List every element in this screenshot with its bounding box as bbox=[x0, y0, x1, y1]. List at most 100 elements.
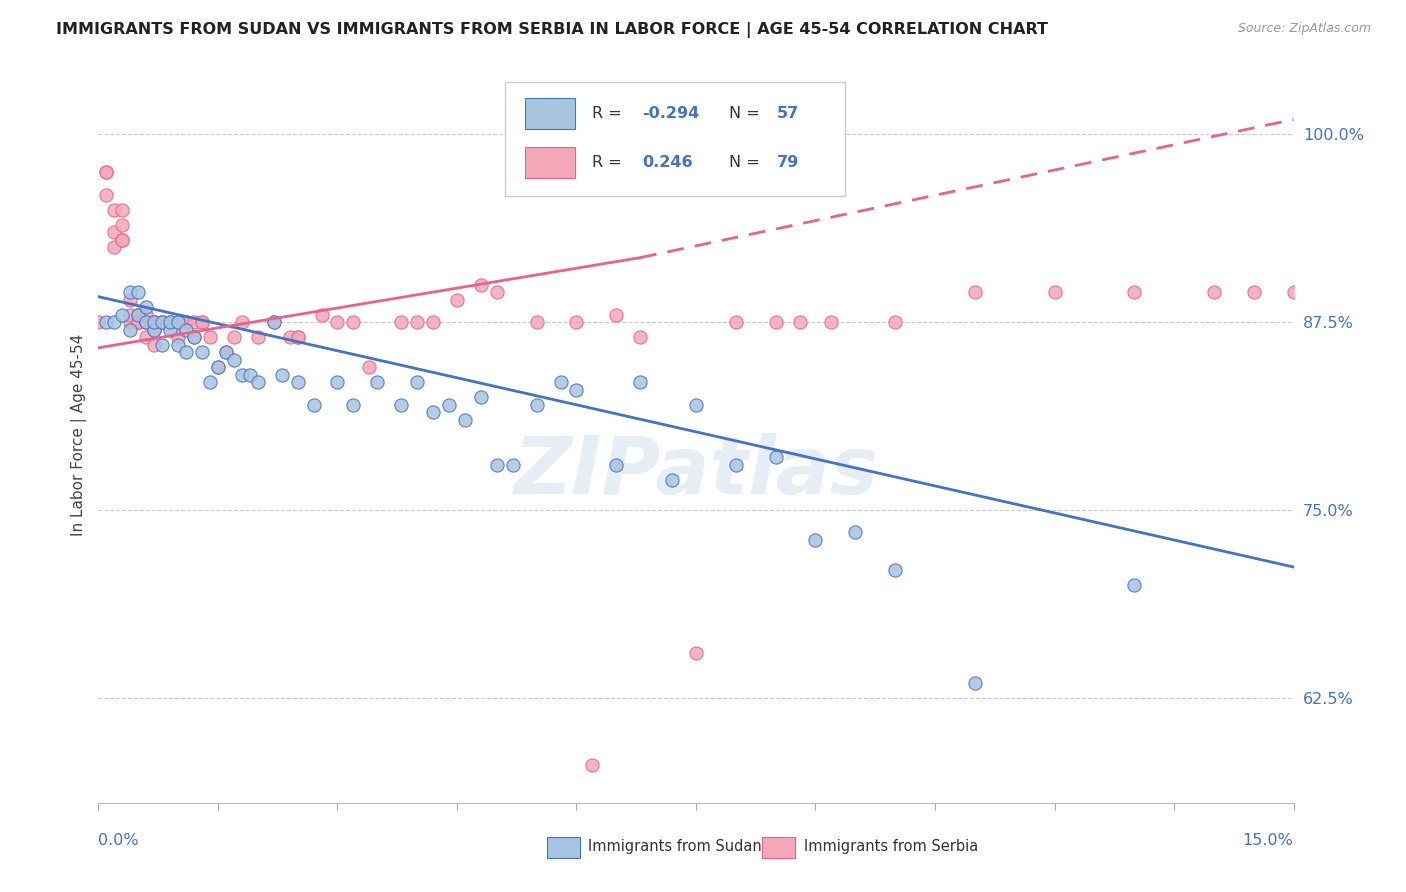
Point bbox=[454, 413, 477, 427]
Point bbox=[135, 315, 157, 329]
Point bbox=[389, 398, 412, 412]
Point bbox=[120, 285, 142, 300]
Point bbox=[111, 218, 134, 232]
Point bbox=[87, 315, 110, 329]
Point bbox=[111, 233, 134, 247]
Point bbox=[120, 315, 142, 329]
Point bbox=[685, 398, 707, 412]
Point bbox=[406, 376, 429, 390]
Text: IMMIGRANTS FROM SUDAN VS IMMIGRANTS FROM SERBIA IN LABOR FORCE | AGE 45-54 CORRE: IMMIGRANTS FROM SUDAN VS IMMIGRANTS FROM… bbox=[56, 22, 1049, 38]
Point bbox=[470, 277, 492, 292]
Point bbox=[103, 202, 125, 217]
Point bbox=[884, 315, 907, 329]
Text: R =: R = bbox=[592, 155, 631, 170]
Point bbox=[143, 323, 166, 337]
Point bbox=[685, 646, 707, 660]
Point bbox=[120, 308, 142, 322]
Point bbox=[287, 330, 309, 344]
Point bbox=[1243, 285, 1265, 300]
Point bbox=[628, 330, 651, 344]
Point bbox=[143, 315, 166, 329]
Point bbox=[143, 315, 166, 329]
Point bbox=[302, 398, 325, 412]
Point bbox=[422, 315, 444, 329]
Point bbox=[311, 308, 333, 322]
FancyBboxPatch shape bbox=[524, 147, 575, 178]
Point bbox=[581, 758, 603, 772]
Point bbox=[103, 225, 125, 239]
Point bbox=[215, 345, 238, 359]
Point bbox=[765, 315, 787, 329]
Point bbox=[844, 525, 866, 540]
Point bbox=[103, 315, 125, 329]
Point bbox=[406, 315, 429, 329]
Point bbox=[150, 315, 173, 329]
Point bbox=[167, 330, 190, 344]
Point bbox=[485, 458, 508, 472]
Point bbox=[135, 330, 157, 344]
Point bbox=[135, 308, 157, 322]
Point bbox=[96, 315, 118, 329]
Point bbox=[884, 563, 907, 577]
Point bbox=[174, 315, 197, 329]
Point bbox=[174, 315, 197, 329]
Point bbox=[143, 315, 166, 329]
FancyBboxPatch shape bbox=[547, 838, 581, 858]
Point bbox=[120, 293, 142, 307]
Point bbox=[207, 360, 229, 375]
Point bbox=[167, 315, 190, 329]
Point bbox=[789, 315, 811, 329]
Text: -0.294: -0.294 bbox=[643, 106, 699, 120]
Point bbox=[174, 345, 197, 359]
Point bbox=[963, 285, 986, 300]
Point bbox=[150, 315, 173, 329]
Point bbox=[278, 330, 301, 344]
Point bbox=[111, 233, 134, 247]
Point bbox=[183, 330, 205, 344]
Point bbox=[724, 458, 747, 472]
Point bbox=[287, 376, 309, 390]
Point bbox=[183, 330, 205, 344]
Point bbox=[963, 675, 986, 690]
Point bbox=[422, 405, 444, 419]
Point bbox=[135, 315, 157, 329]
Text: R =: R = bbox=[592, 106, 627, 120]
FancyBboxPatch shape bbox=[762, 838, 796, 858]
Point bbox=[765, 450, 787, 465]
Point bbox=[174, 323, 197, 337]
Point bbox=[150, 315, 173, 329]
Point bbox=[437, 398, 460, 412]
Point bbox=[96, 187, 118, 202]
Text: 0.0%: 0.0% bbox=[98, 833, 139, 848]
Point bbox=[143, 337, 166, 351]
Text: N =: N = bbox=[730, 155, 765, 170]
Point bbox=[485, 285, 508, 300]
Point bbox=[263, 315, 285, 329]
Point bbox=[191, 315, 214, 329]
Point bbox=[111, 202, 134, 217]
Point bbox=[1202, 285, 1225, 300]
FancyBboxPatch shape bbox=[505, 81, 845, 195]
Text: 15.0%: 15.0% bbox=[1243, 833, 1294, 848]
Point bbox=[127, 315, 149, 329]
Point bbox=[143, 323, 166, 337]
Point bbox=[605, 308, 627, 322]
Point bbox=[96, 165, 118, 179]
Text: N =: N = bbox=[730, 106, 765, 120]
Point bbox=[1322, 285, 1344, 300]
Text: Immigrants from Sudan: Immigrants from Sudan bbox=[589, 839, 762, 855]
Point bbox=[222, 330, 245, 344]
Point bbox=[127, 315, 149, 329]
Point bbox=[127, 285, 149, 300]
Point bbox=[287, 330, 309, 344]
Point bbox=[239, 368, 262, 382]
Text: 79: 79 bbox=[778, 155, 800, 170]
Point bbox=[366, 376, 388, 390]
Point bbox=[661, 473, 683, 487]
Point bbox=[191, 345, 214, 359]
Point bbox=[342, 398, 364, 412]
Point bbox=[231, 368, 253, 382]
Text: Immigrants from Serbia: Immigrants from Serbia bbox=[804, 839, 977, 855]
Point bbox=[159, 315, 181, 329]
Point bbox=[135, 300, 157, 314]
